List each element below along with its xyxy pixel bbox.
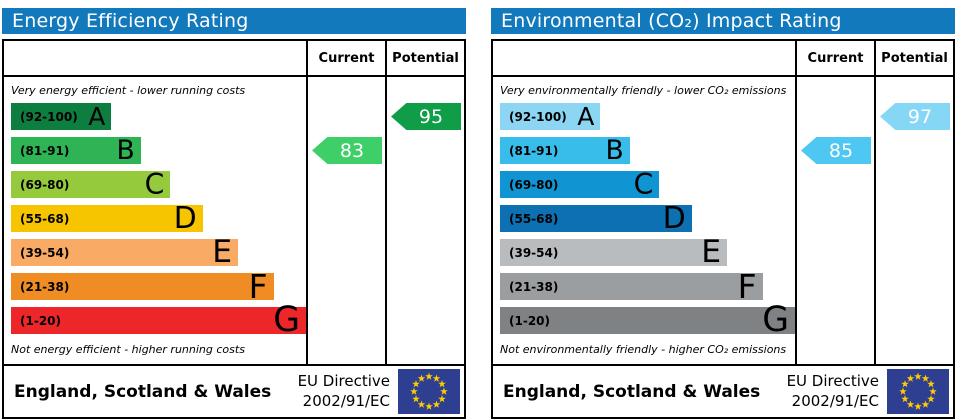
band-c: (69-80) C xyxy=(11,168,171,201)
band-range-label: (81-91) xyxy=(509,143,559,158)
header-spacer xyxy=(4,41,306,75)
band-range-label: (21-38) xyxy=(20,279,70,294)
band-b: (81-91) B xyxy=(500,137,630,164)
environmental-footer: England, Scotland & Wales EU Directive 2… xyxy=(491,364,955,419)
energy-current-rating-arrow: 83 xyxy=(312,137,382,164)
band-a: (92-100) A xyxy=(11,102,112,131)
band-letter: F xyxy=(737,267,757,306)
band-range-label: (69-80) xyxy=(20,177,70,192)
environmental-band-list: (92-100) A (81-91) B (69-80) C (55-68) D (39-54)… xyxy=(500,102,795,340)
band-letter: B xyxy=(605,135,624,166)
environmental-impact-panel: Environmental (CO₂) Impact Rating Curren… xyxy=(491,8,955,419)
band-letter: G xyxy=(762,300,789,340)
eu-flag-icon xyxy=(887,369,949,414)
energy-top-note: Very energy efficient - lower running co… xyxy=(11,84,246,97)
band-range-label: (92-100) xyxy=(20,109,78,124)
environmental-top-note: Very environmentally friendly - lower CO… xyxy=(500,84,787,97)
eu-directive-line2: 2002/91/EC xyxy=(791,391,879,410)
current-column-header: Current xyxy=(795,41,874,75)
header-spacer xyxy=(493,41,795,75)
band-letter: C xyxy=(144,168,165,201)
band-range-label: (39-54) xyxy=(20,245,70,260)
energy-bottom-note: Not energy efficient - higher running co… xyxy=(11,343,245,356)
potential-column-header: Potential xyxy=(874,41,953,75)
band-d: (55-68) D xyxy=(500,201,692,236)
band-range-label: (55-68) xyxy=(20,211,70,226)
energy-footer: England, Scotland & Wales EU Directive 2… xyxy=(2,364,466,419)
environmental-potential-rating-arrow: 97 xyxy=(880,103,950,130)
energy-table-header: Current Potential xyxy=(4,41,464,77)
band-a: (92-100) A xyxy=(500,102,601,131)
energy-bands-area: Very energy efficient - lower running co… xyxy=(4,77,306,364)
environmental-current-rating-arrow: 85 xyxy=(801,137,871,164)
band-letter: E xyxy=(701,234,722,270)
band-g: (1-20) G xyxy=(11,300,306,340)
environmental-potential-column: 97 xyxy=(874,77,953,364)
energy-table-body: Very energy efficient - lower running co… xyxy=(4,77,464,364)
band-f: (21-38) F xyxy=(11,267,274,306)
current-column-header: Current xyxy=(306,41,385,75)
energy-potential-column: 95 xyxy=(385,77,464,364)
band-range-label: (1-20) xyxy=(20,313,61,328)
band-d: (55-68) D xyxy=(11,201,203,236)
band-range-label: (39-54) xyxy=(509,245,559,260)
band-letter: F xyxy=(248,267,268,306)
band-c: (69-80) C xyxy=(500,168,660,201)
potential-column-header: Potential xyxy=(385,41,464,75)
band-letter: A xyxy=(577,102,595,131)
eu-directive-label: EU Directive 2002/91/EC xyxy=(298,372,390,411)
environmental-current-column: 85 xyxy=(795,77,874,364)
energy-rating-table: Current Potential Very energy efficient … xyxy=(2,39,466,366)
environmental-bands-area: Very environmentally friendly - lower CO… xyxy=(493,77,795,364)
band-letter: A xyxy=(88,102,106,131)
band-letter: B xyxy=(116,135,135,166)
region-label: England, Scotland & Wales xyxy=(14,381,272,402)
energy-potential-rating-arrow: 95 xyxy=(391,103,461,130)
eu-directive-line2: 2002/91/EC xyxy=(302,391,390,410)
band-letter: C xyxy=(633,168,654,201)
band-letter: E xyxy=(212,234,233,270)
band-g: (1-20) G xyxy=(500,300,795,340)
environmental-rating-table: Current Potential Very environmentally f… xyxy=(491,39,955,366)
energy-efficiency-panel: Energy Efficiency Rating Current Potenti… xyxy=(2,8,466,419)
energy-current-column: 83 xyxy=(306,77,385,364)
environmental-table-header: Current Potential xyxy=(493,41,953,77)
band-range-label: (1-20) xyxy=(509,313,550,328)
eu-directive-line1: EU Directive xyxy=(297,372,390,390)
region-label: England, Scotland & Wales xyxy=(503,381,761,402)
energy-panel-title: Energy Efficiency Rating xyxy=(2,8,466,34)
environmental-bottom-note: Not environmentally friendly - higher CO… xyxy=(500,343,787,356)
band-range-label: (81-91) xyxy=(20,143,70,158)
band-letter: D xyxy=(173,201,197,236)
band-range-label: (55-68) xyxy=(509,211,559,226)
band-e: (39-54) E xyxy=(11,234,239,270)
band-e: (39-54) E xyxy=(500,234,728,270)
band-letter: G xyxy=(273,300,300,340)
band-b: (81-91) B xyxy=(11,137,141,164)
band-range-label: (92-100) xyxy=(509,109,567,124)
band-f: (21-38) F xyxy=(500,267,763,306)
environmental-table-body: Very environmentally friendly - lower CO… xyxy=(493,77,953,364)
eu-directive-line1: EU Directive xyxy=(786,372,879,390)
eu-directive-label: EU Directive 2002/91/EC xyxy=(787,372,879,411)
band-letter: D xyxy=(662,201,686,236)
energy-band-list: (92-100) A (81-91) B (69-80) C (55-68) D (39-54)… xyxy=(11,102,306,340)
eu-flag-icon xyxy=(398,369,460,414)
environmental-panel-title: Environmental (CO₂) Impact Rating xyxy=(491,8,955,34)
band-range-label: (21-38) xyxy=(509,279,559,294)
band-range-label: (69-80) xyxy=(509,177,559,192)
